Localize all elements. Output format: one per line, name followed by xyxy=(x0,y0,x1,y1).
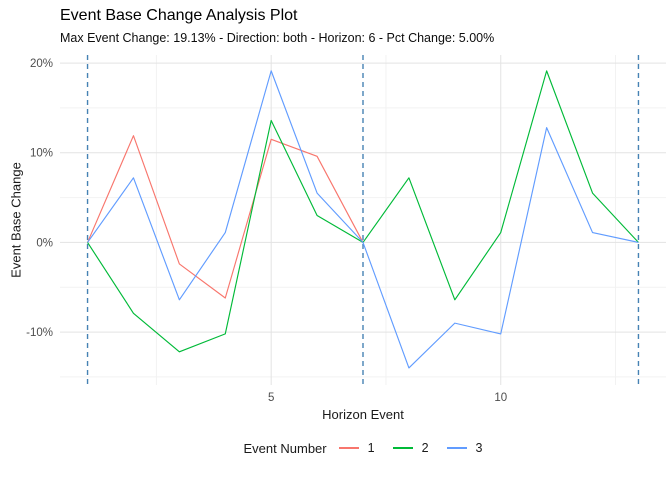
gridlines-minor xyxy=(60,55,666,385)
series-line-1 xyxy=(87,135,364,299)
series-lines xyxy=(87,70,639,369)
legend-key-line-3 xyxy=(446,447,467,449)
legend-label-3: 3 xyxy=(475,441,483,455)
legend-key-line-2 xyxy=(392,447,413,449)
x-tick-label: 5 xyxy=(268,392,274,404)
legend-label-2: 2 xyxy=(421,441,429,455)
y-axis-tick-labels: 20% 10% 0% -10% xyxy=(26,58,53,339)
y-tick-label: 0% xyxy=(36,237,53,249)
x-tick-label: 10 xyxy=(494,392,507,404)
event-boundary-lines xyxy=(86,55,640,385)
legend-title: Event Number xyxy=(243,440,327,456)
y-tick-label: 10% xyxy=(30,148,53,160)
x-axis-tick-labels: 5 10 xyxy=(268,392,507,404)
legend-entry-2: 2 xyxy=(392,441,429,455)
y-axis-title: Event Base Change xyxy=(8,162,24,278)
x-axis-title: Horizon Event xyxy=(322,407,404,422)
y-tick-label: -10% xyxy=(26,327,53,339)
legend-entry-1: 1 xyxy=(338,441,375,455)
series-line-3 xyxy=(87,70,639,369)
legend-entry-3: 3 xyxy=(446,441,483,455)
chart-title: Event Base Change Analysis Plot xyxy=(60,7,298,24)
legend-label-1: 1 xyxy=(367,441,375,455)
chart-subtitle: Max Event Change: 19.13% - Direction: bo… xyxy=(60,31,495,45)
y-tick-label: 20% xyxy=(30,58,53,70)
legend: Event Number 1 2 3 xyxy=(60,437,666,459)
legend-key-line-1 xyxy=(338,447,359,449)
